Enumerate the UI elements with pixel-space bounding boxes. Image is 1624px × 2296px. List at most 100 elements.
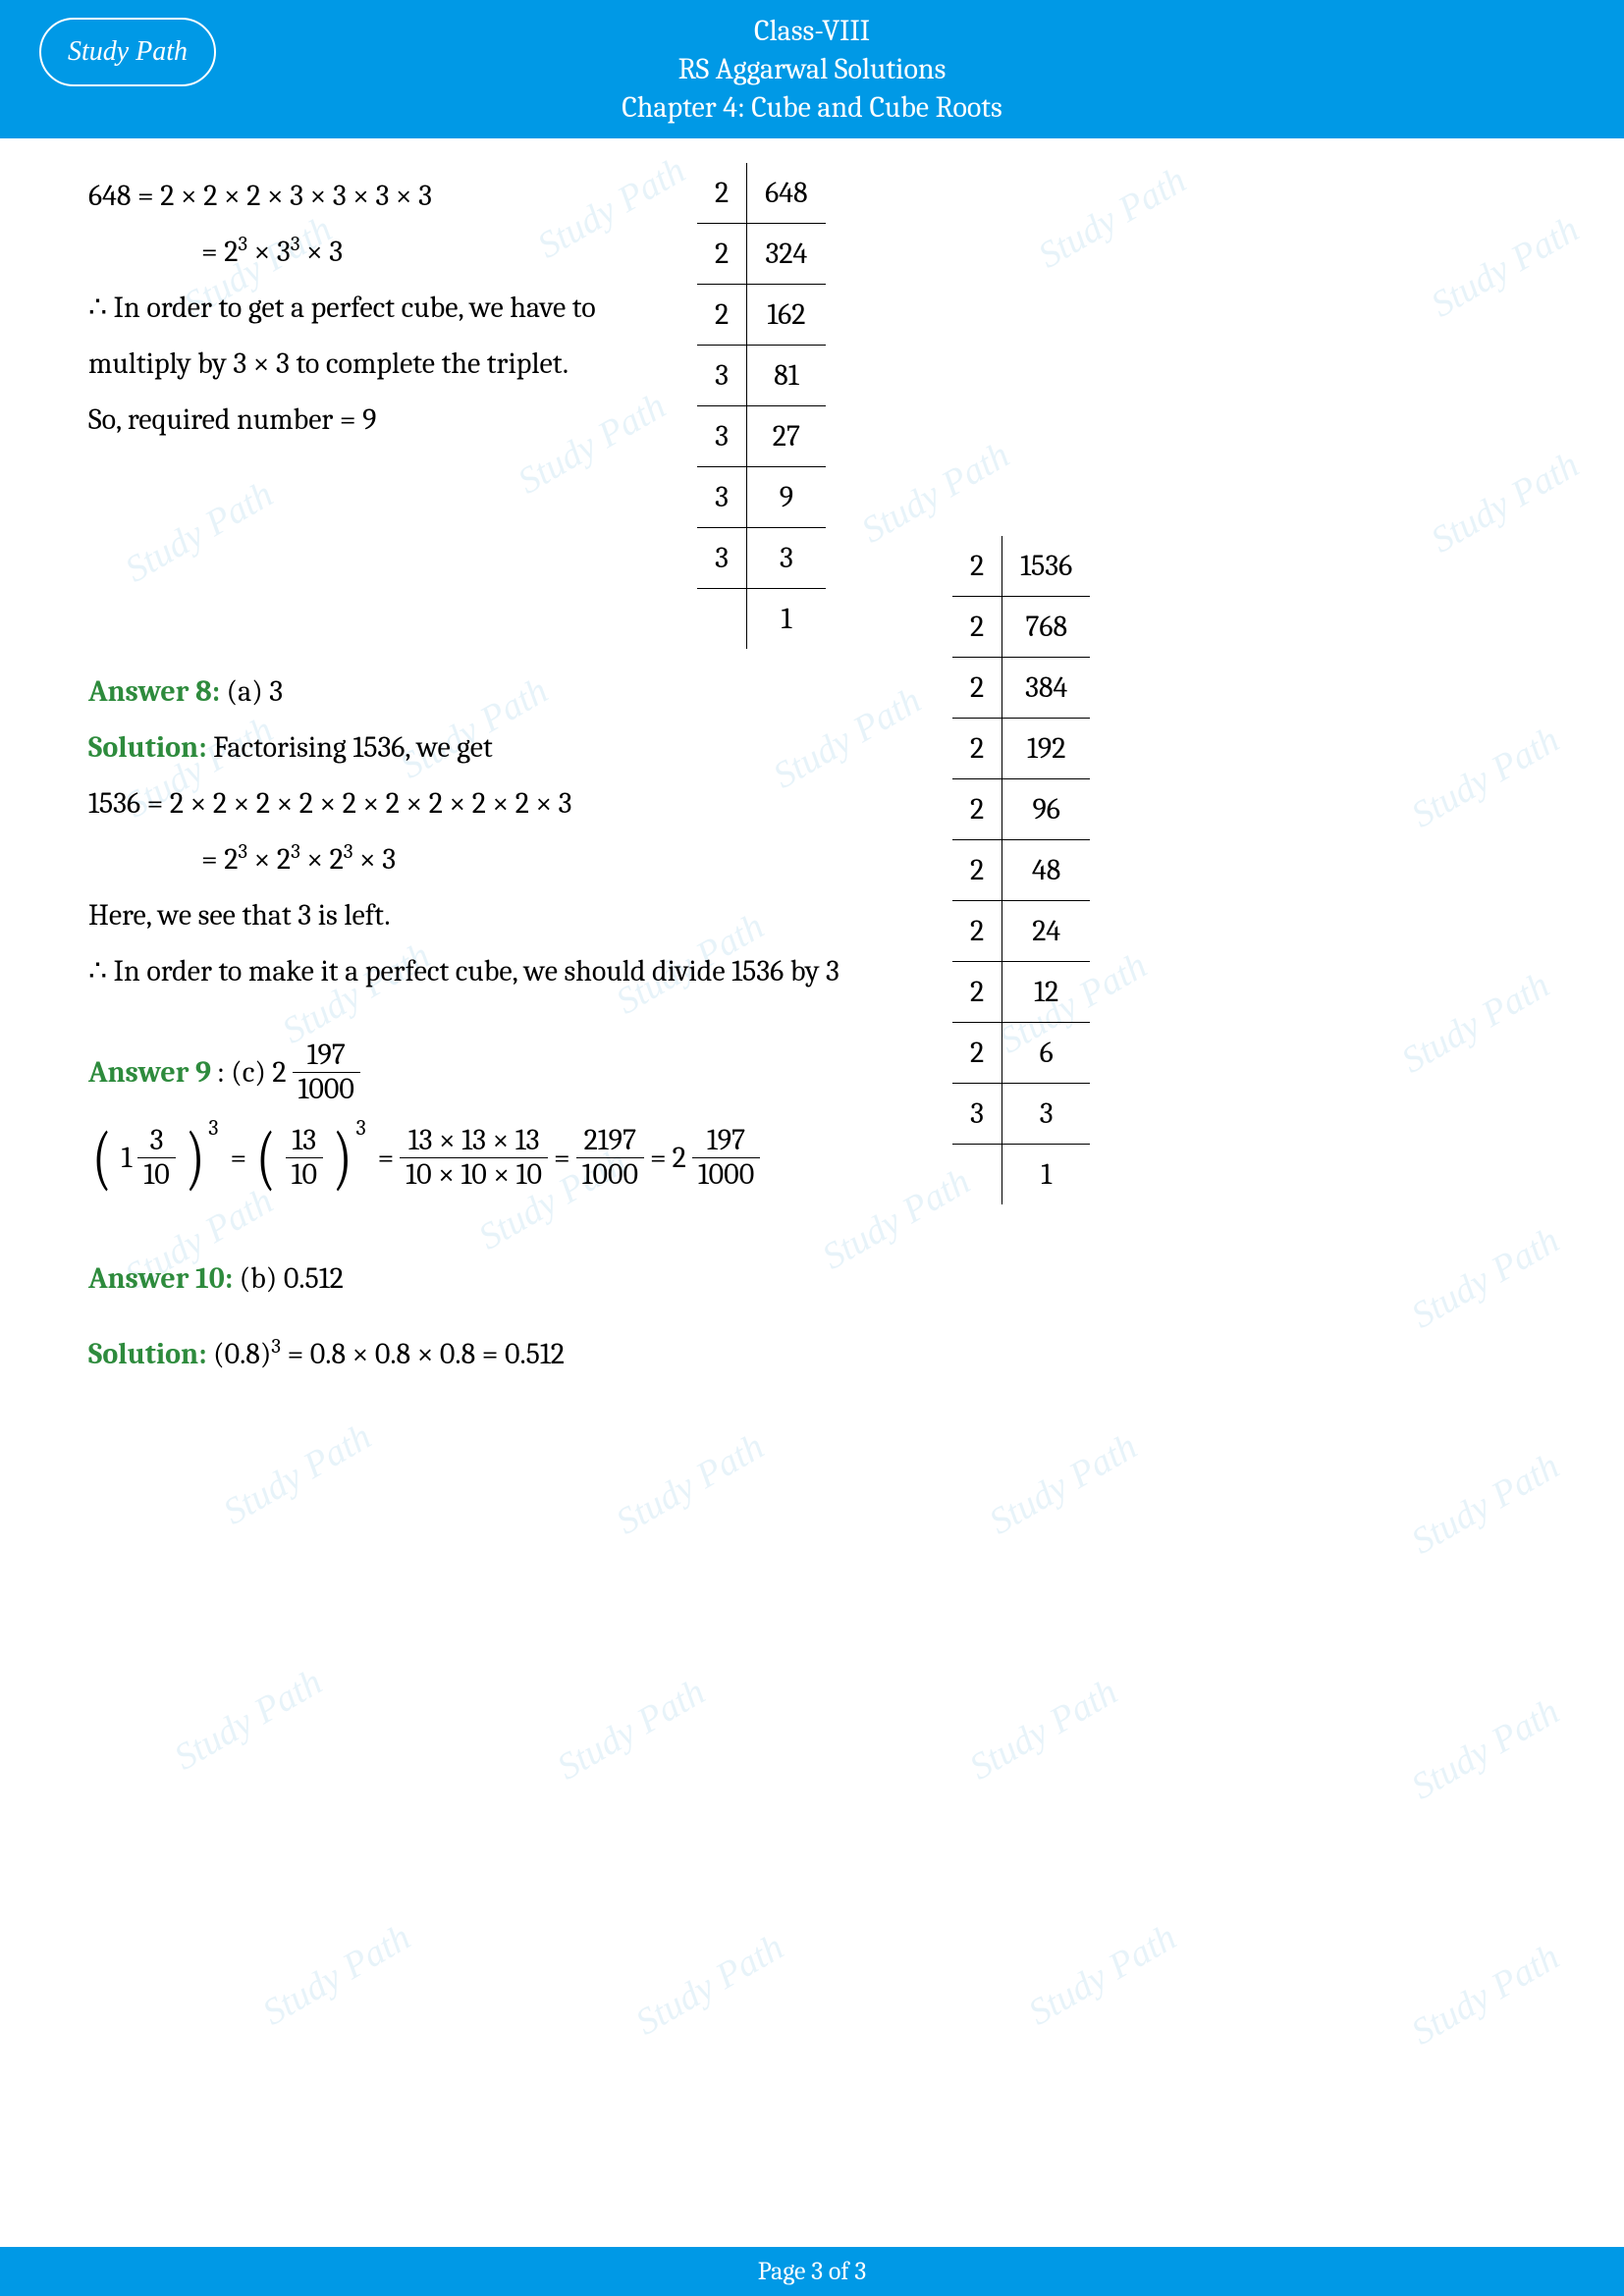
q9-f4: 21971000 bbox=[576, 1124, 644, 1192]
header-chapter: Chapter 4: Cube and Cube Roots bbox=[0, 88, 1624, 127]
q9-ans-frac: 1971000 bbox=[293, 1039, 360, 1106]
factor-cell: 648 bbox=[747, 163, 826, 224]
header-title: RS Aggarwal Solutions bbox=[0, 50, 1624, 88]
factor-cell: 24 bbox=[1002, 901, 1091, 962]
q8-answer-text: (a) 3 bbox=[220, 674, 283, 709]
q9-exp2: 3 bbox=[355, 1108, 365, 1149]
factor-cell: 324 bbox=[747, 224, 826, 285]
page-header: Study Path Class-VIII RS Aggarwal Soluti… bbox=[0, 0, 1624, 138]
factor-cell: 384 bbox=[1002, 658, 1091, 719]
q9-eq1: = bbox=[230, 1130, 246, 1186]
factor-cell: 768 bbox=[1002, 597, 1091, 658]
q9-f5d: 1000 bbox=[692, 1158, 760, 1192]
factor-cell: 2 bbox=[952, 597, 1002, 658]
q7-l2e1: 3 bbox=[238, 233, 247, 256]
q10-answer: Answer 10: (b) 0.512 bbox=[88, 1251, 1536, 1307]
q9-f2: 1310 bbox=[286, 1124, 323, 1192]
factor-cell: 96 bbox=[1002, 779, 1091, 840]
q8-l2c: × 2 bbox=[300, 842, 344, 877]
watermark: Study Path bbox=[1404, 1445, 1567, 1564]
q10-solution-label: Solution: bbox=[88, 1337, 207, 1371]
watermark: Study Path bbox=[1404, 1936, 1567, 2055]
factor-cell: 2 bbox=[952, 901, 1002, 962]
q8-l2b: × 2 bbox=[247, 842, 291, 877]
q9-f1: 310 bbox=[137, 1124, 175, 1192]
watermark: Study Path bbox=[628, 1926, 791, 2045]
factor-cell: 1536 bbox=[1002, 536, 1091, 597]
factor-cell: 162 bbox=[747, 285, 826, 346]
q8-answer-label: Answer 8: bbox=[88, 674, 220, 709]
q9-ans-den: 1000 bbox=[293, 1073, 360, 1106]
q9-f3d: 10 × 10 × 10 bbox=[400, 1158, 548, 1192]
factor-cell: 81 bbox=[747, 346, 826, 406]
q9-f1d: 10 bbox=[137, 1158, 175, 1192]
factor-cell: 3 bbox=[747, 528, 826, 589]
factor-cell: 12 bbox=[1002, 962, 1091, 1023]
factor-cell: 3 bbox=[697, 528, 747, 589]
q9-answer-label: Answer 9 bbox=[88, 1044, 211, 1100]
q9-eq2: = bbox=[378, 1130, 395, 1186]
factor-cell: 9 bbox=[747, 467, 826, 528]
q8-l2e3: 3 bbox=[344, 840, 353, 864]
q9-f2n: 13 bbox=[286, 1124, 323, 1158]
factor-cell: 2 bbox=[697, 224, 747, 285]
q10-answer-text: (b) 0.512 bbox=[233, 1261, 344, 1296]
q7-l2b: × 3 bbox=[247, 235, 291, 269]
factor-cell: 48 bbox=[1002, 840, 1091, 901]
q8-block: 2153627682384219229624822421226331 Answe… bbox=[88, 664, 1536, 999]
q7-l2a: = 2 bbox=[201, 235, 238, 269]
watermark: Study Path bbox=[982, 1425, 1145, 1544]
q10-sol-suf: = 0.8 × 0.8 × 0.8 = 0.512 bbox=[281, 1337, 565, 1371]
q9-one: 1 bbox=[122, 1130, 133, 1186]
q9-answer: Answer 9: (c) 2 1971000 bbox=[88, 1039, 1536, 1106]
q9-f4n: 2197 bbox=[576, 1124, 644, 1158]
watermark: Study Path bbox=[216, 1415, 379, 1534]
factor-cell: 2 bbox=[952, 536, 1002, 597]
q8-solution-text: Factorising 1536, we get bbox=[207, 730, 493, 765]
page-footer: Page 3 of 3 bbox=[0, 2247, 1624, 2296]
q9-exp1: 3 bbox=[208, 1108, 218, 1149]
header-class: Class-VIII bbox=[0, 12, 1624, 50]
paren-close-2: ) bbox=[333, 1130, 352, 1187]
factor-cell: 2 bbox=[952, 840, 1002, 901]
q9-eq4: = bbox=[650, 1130, 667, 1186]
paren-open-1: ( bbox=[92, 1130, 111, 1187]
factor-cell: 2 bbox=[697, 163, 747, 224]
q8-line4: ∴ In order to make it a perfect cube, we… bbox=[88, 943, 1536, 999]
factor-cell: 2 bbox=[952, 719, 1002, 779]
q8-line1: 1536 = 2 × 2 × 2 × 2 × 2 × 2 × 2 × 2 × 2… bbox=[88, 775, 1536, 831]
paren-close-1: ) bbox=[186, 1130, 204, 1187]
q10-answer-label: Answer 10: bbox=[88, 1261, 233, 1296]
factor-cell: 1 bbox=[747, 589, 826, 650]
watermark: Study Path bbox=[962, 1671, 1125, 1789]
q9-f4d: 1000 bbox=[576, 1158, 644, 1192]
q8-answer: Answer 8: (a) 3 bbox=[88, 664, 1536, 720]
page-content: 26482324216238132739331 648 = 2 × 2 × 2 … bbox=[0, 138, 1624, 1382]
paren-open-2: ( bbox=[256, 1130, 275, 1187]
factor-cell: 2 bbox=[697, 285, 747, 346]
q8-l2e1: 3 bbox=[238, 840, 247, 864]
q8-l2e2: 3 bbox=[291, 840, 300, 864]
factor-cell: 192 bbox=[1002, 719, 1091, 779]
watermark: Study Path bbox=[550, 1671, 713, 1789]
factor-cell bbox=[697, 589, 747, 650]
q9-f5n: 197 bbox=[692, 1124, 760, 1158]
factor-cell: 2 bbox=[952, 962, 1002, 1023]
q10-block: Answer 10: (b) 0.512 Solution: (0.8)3 = … bbox=[88, 1251, 1536, 1382]
factor-cell: 3 bbox=[697, 467, 747, 528]
factor-cell: 3 bbox=[697, 406, 747, 467]
q9-equation: ( 1 310 )3 = ( 1310 )3 = 13 × 13 × 1310 … bbox=[88, 1124, 1536, 1192]
q7-factor-table: 26482324216238132739331 bbox=[697, 163, 826, 649]
q9-ans-num: 197 bbox=[293, 1039, 360, 1073]
watermark: Study Path bbox=[255, 1916, 418, 2035]
q9-two: 2 bbox=[673, 1130, 686, 1186]
watermark: Study Path bbox=[167, 1661, 330, 1780]
factor-cell: 27 bbox=[747, 406, 826, 467]
q7-l2e2: 3 bbox=[291, 233, 300, 256]
factor-cell: 3 bbox=[697, 346, 747, 406]
q8-solution-label: Solution: bbox=[88, 730, 207, 765]
q8-line2: = 23 × 23 × 23 × 3 bbox=[88, 831, 1536, 887]
q9-f1n: 3 bbox=[137, 1124, 175, 1158]
q9-eq3: = bbox=[554, 1130, 570, 1186]
q9-f3n: 13 × 13 × 13 bbox=[400, 1124, 548, 1158]
